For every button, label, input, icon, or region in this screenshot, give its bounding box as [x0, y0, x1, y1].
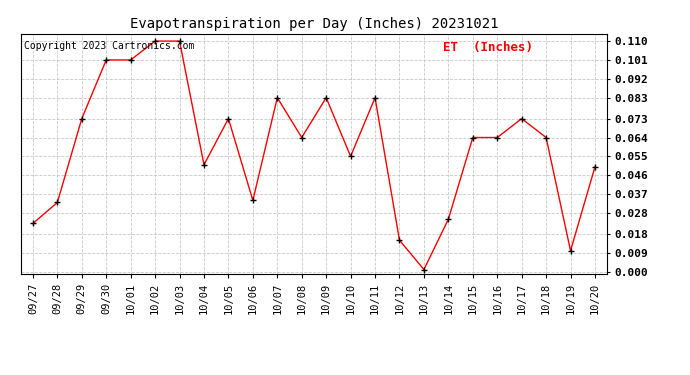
- Text: ET  (Inches): ET (Inches): [443, 41, 533, 54]
- Title: Evapotranspiration per Day (Inches) 20231021: Evapotranspiration per Day (Inches) 2023…: [130, 17, 498, 31]
- Text: Copyright 2023 Cartronics.com: Copyright 2023 Cartronics.com: [23, 41, 194, 51]
